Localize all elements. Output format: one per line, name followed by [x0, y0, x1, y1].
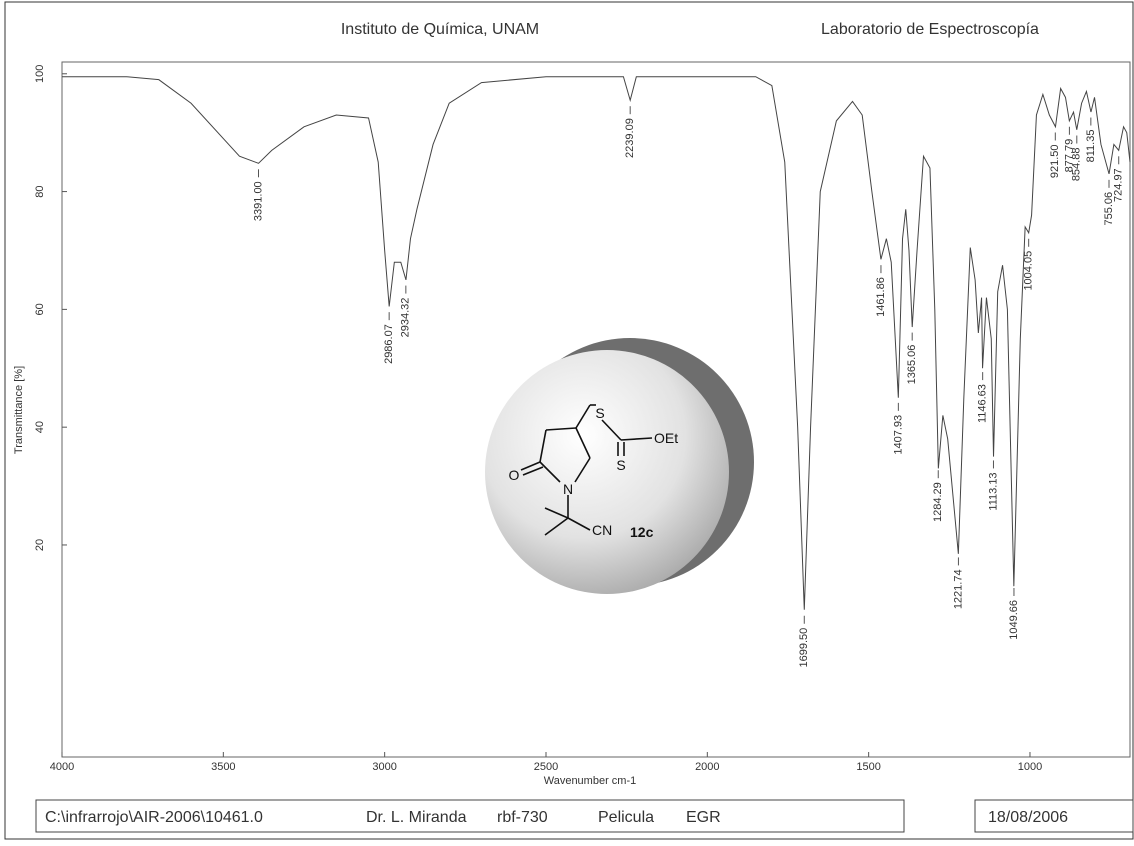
peak-label: 2934.32	[400, 298, 412, 338]
date-box	[974, 799, 1134, 833]
atom-label: S	[616, 457, 625, 473]
y-tick-label: 100	[34, 65, 46, 83]
peak-label: 3391.00	[252, 181, 264, 221]
y-tick-label: 80	[34, 185, 46, 197]
peak-label: 854.88	[1071, 148, 1083, 182]
y-tick-label: 20	[34, 539, 46, 551]
inset-sphere	[485, 350, 729, 594]
peak-label: 1221.74	[952, 569, 964, 609]
x-tick-label: 4000	[50, 761, 74, 773]
peak-label: 1407.93	[892, 415, 904, 455]
peak-label: 1113.13	[987, 472, 999, 510]
y-tick-label: 40	[34, 421, 46, 433]
peak-label: 724.97	[1113, 168, 1125, 202]
header-right: Laboratorio de Espectroscopía	[821, 21, 1039, 38]
peak-label: 755.06	[1103, 192, 1115, 226]
structure-inset: O N S OEt S CN 12c	[485, 338, 754, 594]
peak-label: 2239.09	[624, 118, 636, 158]
peak-label: 811.35	[1085, 130, 1097, 163]
x-tick-label: 3500	[211, 761, 235, 773]
atom-label: OEt	[654, 430, 678, 446]
atom-label: O	[509, 467, 520, 483]
peak-label: 1146.63	[977, 384, 989, 423]
peak-label: 1365.06	[906, 345, 918, 385]
x-tick-label: 3000	[372, 761, 396, 773]
peak-label: 921.50	[1049, 144, 1061, 178]
x-axis-label: Wavenumber cm-1	[544, 775, 637, 787]
peak-label: 1699.50	[798, 628, 810, 668]
peak-label: 1461.86	[875, 277, 887, 317]
atom-label: CN	[592, 522, 612, 538]
footer-date: 18/08/2006	[988, 809, 1068, 826]
plot-area: 20 40 60 80 100 4000 3500 3000 2500 2000 1500 1000 3…	[34, 65, 1131, 773]
peak-label: 877.79	[1063, 139, 1075, 173]
frame	[4, 1, 1134, 840]
spectrum-line	[62, 76, 1131, 610]
peak-label: 1004.05	[1023, 251, 1035, 291]
y-axis-label: Transmittance [%]	[13, 366, 25, 454]
footer-file: C:\infrarrojo\AIR-2006\10461.0	[45, 809, 263, 826]
peak-label: 2986.07	[383, 324, 395, 364]
peak-label: 1284.29	[932, 482, 944, 522]
footer-method: Pelicula	[598, 809, 654, 826]
footer-initials: EGR	[686, 809, 721, 826]
molecule-bonds	[520, 404, 653, 536]
plot-frame	[61, 61, 1131, 758]
header-left: Instituto de Química, UNAM	[341, 21, 539, 38]
footer-sample: rbf-730	[497, 809, 548, 826]
atom-label: S	[595, 405, 604, 421]
x-tick-label: 1000	[1018, 761, 1042, 773]
atom-label: N	[563, 481, 573, 497]
x-tick-label: 2000	[695, 761, 719, 773]
footer-box	[35, 799, 905, 833]
x-tick-label: 2500	[534, 761, 558, 773]
y-tick-label: 60	[34, 303, 46, 315]
compound-label: 12c	[630, 524, 654, 540]
x-tick-label: 1500	[856, 761, 880, 773]
footer-operator: Dr. L. Miranda	[366, 809, 467, 826]
peak-label: 1049.66	[1008, 600, 1020, 640]
